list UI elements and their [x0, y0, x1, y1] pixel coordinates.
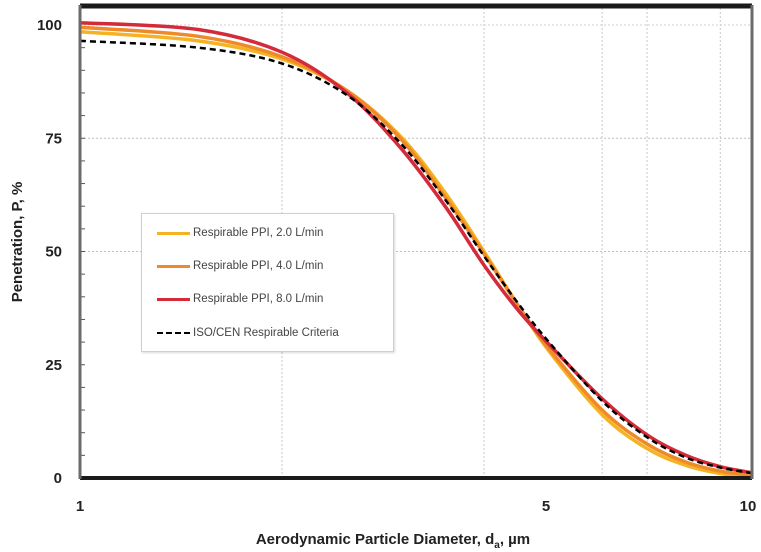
y-tick-label: 75 — [45, 130, 62, 147]
legend: Respirable PPI, 2.0 L/min Respirable PPI… — [141, 213, 394, 352]
axes — [78, 3, 754, 480]
y-tick-label: 100 — [37, 17, 62, 34]
series-curve — [79, 20, 752, 475]
y-tick-labels: 0 25 50 75 100 — [37, 17, 62, 487]
legend-swatch-dashed-icon — [157, 332, 190, 334]
legend-item: Respirable PPI, 4.0 L/min — [157, 257, 323, 275]
x-axis-title: Aerodynamic Particle Diameter, da, µm — [256, 531, 530, 551]
x-tick-label: 1 — [76, 498, 84, 515]
legend-swatch-icon — [157, 231, 190, 235]
x-tick-label: 10 — [740, 498, 757, 515]
x-tick-label: 5 — [542, 498, 550, 515]
legend-swatch-icon — [157, 264, 190, 268]
y-tick-label: 25 — [45, 357, 62, 374]
legend-label: Respirable PPI, 2.0 L/min — [193, 227, 324, 239]
legend-item: Respirable PPI, 8.0 L/min — [157, 290, 323, 308]
legend-label: Respirable PPI, 8.0 L/min — [193, 293, 324, 305]
y-axis-title: Penetration, P, % — [9, 182, 26, 303]
legend-item: ISO/CEN Respirable Criteria — [157, 324, 339, 342]
x-tick-labels: 1 5 10 — [76, 498, 757, 515]
legend-swatch-icon — [157, 297, 190, 301]
y-tick-label: 50 — [45, 244, 62, 261]
y-tick-label: 0 — [54, 470, 62, 487]
series-curve — [79, 39, 752, 475]
legend-item: Respirable PPI, 2.0 L/min — [157, 224, 323, 242]
data-curves — [79, 20, 752, 479]
legend-label: Respirable PPI, 4.0 L/min — [193, 260, 324, 272]
legend-label: ISO/CEN Respirable Criteria — [193, 327, 339, 339]
